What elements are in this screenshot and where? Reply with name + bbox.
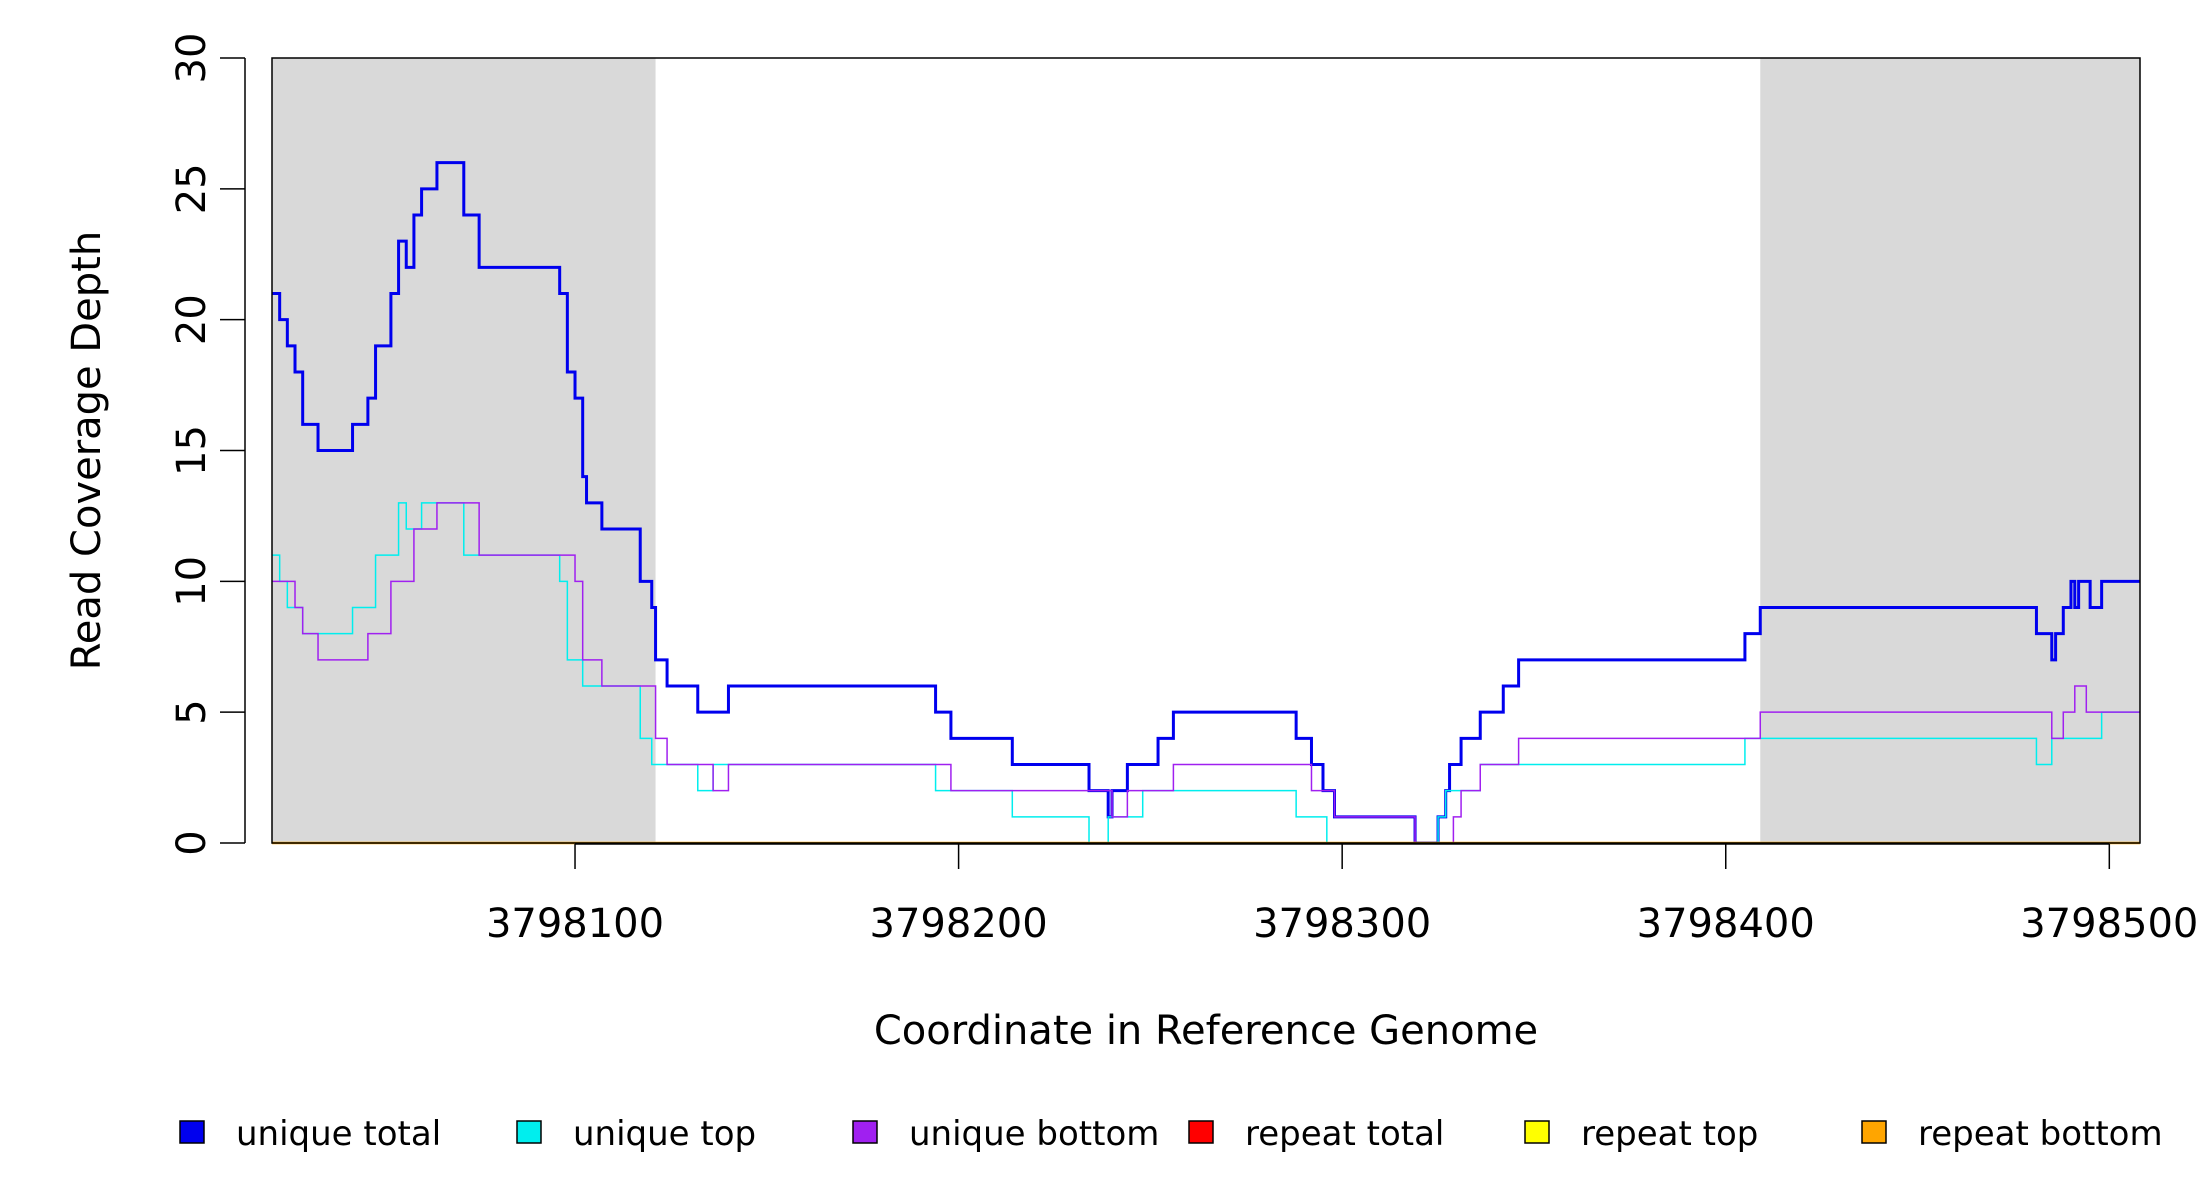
y-tick-label: 15	[169, 425, 215, 476]
x-tick-label: 3798200	[870, 901, 1048, 947]
series-unique-bottom	[272, 502, 2140, 844]
legend: unique total unique top unique bottom repea…	[179, 1114, 2163, 1154]
y-tick-label: 30	[169, 33, 215, 84]
series-unique-total	[272, 161, 2140, 845]
legend-label: repeat total	[1245, 1114, 1444, 1154]
legend-swatch	[1861, 1120, 1887, 1144]
x-tick-label: 3798100	[486, 901, 664, 947]
legend-swatch	[1188, 1120, 1214, 1144]
y-tick-label: 10	[169, 556, 215, 607]
x-axis: 3798100 3798200 3798300 3798400 3798500	[486, 843, 2198, 947]
x-tick-label: 3798500	[2020, 901, 2198, 947]
y-tick-label: 20	[169, 294, 215, 345]
legend-label: repeat bottom	[1918, 1114, 2163, 1154]
legend-label: repeat top	[1581, 1114, 1758, 1154]
x-tick-label: 3798400	[1637, 901, 1815, 947]
plot-frame	[271, 57, 2141, 844]
legend-label: unique total	[236, 1114, 441, 1154]
x-axis-label: Coordinate in Reference Genome	[874, 1008, 1538, 1054]
legend-label: unique bottom	[909, 1114, 1159, 1154]
y-tick-label: 0	[169, 830, 215, 855]
y-axis-label: Read Coverage Depth	[64, 231, 110, 670]
shaded-regions	[272, 58, 2140, 843]
y-tick-label: 25	[169, 163, 215, 214]
legend-swatch	[179, 1120, 205, 1144]
x-tick-label: 3798300	[1253, 901, 1431, 947]
legend-label: unique top	[573, 1114, 756, 1154]
legend-swatch	[516, 1120, 542, 1144]
legend-swatch	[1524, 1120, 1550, 1144]
y-tick-label: 5	[169, 699, 215, 724]
legend-swatch	[852, 1120, 878, 1144]
y-axis: 0 5 10 15 20 25 30	[169, 33, 246, 856]
shaded-region-2	[1760, 58, 2140, 843]
